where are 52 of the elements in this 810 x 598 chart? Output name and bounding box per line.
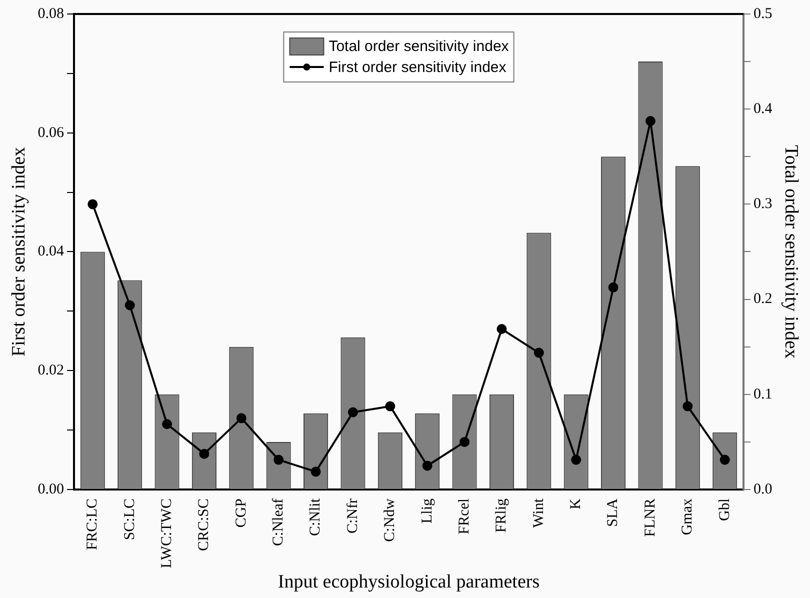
point [348, 407, 358, 418]
y-tick-label: 0.08 [38, 6, 64, 22]
x-tick-label: Wint [530, 498, 547, 528]
x-tick-label: CGP [233, 498, 250, 528]
point [682, 401, 693, 412]
point [236, 413, 246, 424]
y2-tick-label: 0.4 [753, 101, 773, 118]
point [534, 348, 544, 358]
y-tick-label: 0.06 [38, 124, 65, 141]
x-tick-label: C:Nlit [308, 498, 324, 536]
x-tick-label: SLA [605, 498, 622, 527]
point [571, 454, 582, 465]
y2-tick-label: 0.0 [753, 481, 772, 498]
x-tick-label: C:Nfr [344, 498, 361, 534]
y-tick-label: 0.02 [38, 362, 64, 379]
x-tick-label: FRcel [456, 498, 472, 534]
legend-label: First order sensitivity index [328, 59, 507, 76]
point [310, 466, 321, 477]
x-axis-title: Input ecophysiological parameters [278, 572, 540, 593]
y-tick-label: 0.04 [38, 244, 65, 260]
point [162, 419, 172, 430]
x-tick-label: C:Nleaf [270, 498, 287, 546]
y-tick-label: 0.00 [38, 481, 64, 498]
point [608, 282, 618, 292]
point [460, 436, 470, 447]
point [385, 401, 396, 412]
x-tick-label: FRlig [494, 498, 510, 533]
y-axis-title: First order sensitivity index [8, 146, 30, 357]
x-tick-label: CRC:SC [196, 498, 212, 552]
y2-tick-label: 0.5 [753, 6, 772, 22]
point [124, 300, 135, 310]
point [199, 448, 210, 459]
x-tick-label: Gmax [680, 498, 696, 536]
x-tick-label: C:Ndw [382, 498, 398, 542]
y2-axis-title: Total order sensitivity index [780, 145, 802, 359]
x-tick-label: K [568, 498, 584, 510]
y2-tick-label: 0.2 [753, 291, 772, 308]
x-tick-label: SC:LC [122, 498, 138, 540]
point [88, 199, 98, 210]
legend-label: Total order sensitivity index [328, 38, 510, 56]
x-tick-label: FLNR [642, 498, 658, 537]
point [645, 116, 656, 126]
x-tick-label: FRC:LC [84, 498, 101, 550]
x-tick-label: Llig [419, 498, 436, 524]
point [496, 324, 507, 334]
x-tick-label: Gbl [716, 498, 733, 521]
point [274, 454, 284, 465]
point [422, 460, 432, 471]
y2-tick-label: 0.3 [753, 196, 772, 212]
x-tick-label: LWC:TWC [158, 498, 175, 568]
y2-tick-label: 0.1 [753, 386, 772, 402]
point [720, 454, 730, 465]
